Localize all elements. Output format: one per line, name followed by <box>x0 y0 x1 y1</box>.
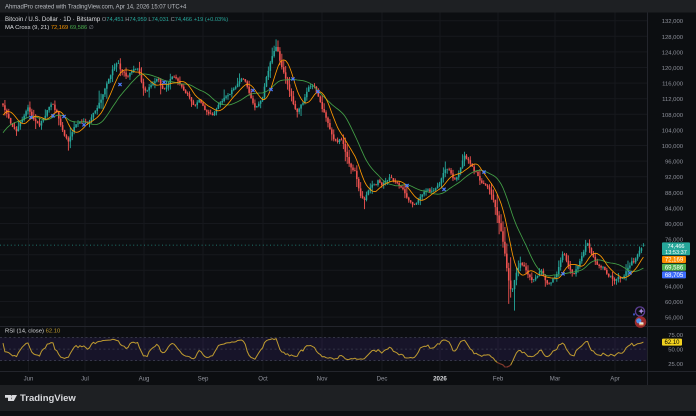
svg-text:Dec: Dec <box>377 376 388 383</box>
svg-text:25.00: 25.00 <box>668 362 683 368</box>
svg-text:62.10: 62.10 <box>664 340 680 346</box>
svg-text:Sep: Sep <box>198 376 209 383</box>
svg-text:MA Cross (9, 21) 72,169 69,586: MA Cross (9, 21) 72,169 69,586 ∅ <box>5 24 94 31</box>
svg-text:Jun: Jun <box>24 376 34 383</box>
svg-text:AhmadPro created with TradingV: AhmadPro created with TradingView.com, A… <box>5 5 187 11</box>
svg-text:72,169: 72,169 <box>665 258 684 264</box>
svg-text:88,000: 88,000 <box>665 191 684 197</box>
svg-text:80,000: 80,000 <box>665 222 684 228</box>
svg-text:64,000: 64,000 <box>665 284 684 290</box>
svg-text:TradingView: TradingView <box>20 393 76 404</box>
svg-text:Jul: Jul <box>81 376 89 383</box>
svg-text:Mar: Mar <box>550 376 561 383</box>
svg-text:13:53:37: 13:53:37 <box>665 250 687 256</box>
svg-text:76,000: 76,000 <box>665 238 684 244</box>
svg-text:60,000: 60,000 <box>665 300 684 306</box>
svg-text:75.00: 75.00 <box>668 333 683 339</box>
svg-text:84,000: 84,000 <box>665 206 684 212</box>
svg-text:128,000: 128,000 <box>662 35 684 41</box>
svg-text:Nov: Nov <box>317 376 329 383</box>
svg-text:92,000: 92,000 <box>665 175 684 181</box>
svg-text:Oct: Oct <box>258 376 268 383</box>
svg-text:132,000: 132,000 <box>662 19 684 25</box>
svg-text:104,000: 104,000 <box>662 128 684 134</box>
svg-text:Feb: Feb <box>493 376 504 383</box>
svg-text:2026: 2026 <box>433 376 447 383</box>
svg-text:Bitcoin / U.S. Dollar · 1D · B: Bitcoin / U.S. Dollar · 1D · Bitstamp O7… <box>5 16 228 23</box>
svg-text:56,000: 56,000 <box>665 316 684 322</box>
svg-text:124,000: 124,000 <box>662 50 684 56</box>
svg-text:RSI (14, close) 62.10: RSI (14, close) 62.10 <box>5 329 61 335</box>
svg-text:112,000: 112,000 <box>662 97 684 103</box>
svg-text:Aug: Aug <box>139 376 150 383</box>
svg-text:68,705: 68,705 <box>665 273 684 279</box>
svg-text:74,466: 74,466 <box>667 244 684 250</box>
svg-text:100,000: 100,000 <box>662 144 684 150</box>
svg-text:120,000: 120,000 <box>662 66 684 72</box>
svg-text:96,000: 96,000 <box>665 160 684 166</box>
svg-text:69,586: 69,586 <box>665 265 684 271</box>
svg-text:50.00: 50.00 <box>668 348 683 354</box>
svg-text:116,000: 116,000 <box>662 82 684 88</box>
svg-text:108,000: 108,000 <box>662 113 684 119</box>
svg-text:Apr: Apr <box>610 376 619 383</box>
